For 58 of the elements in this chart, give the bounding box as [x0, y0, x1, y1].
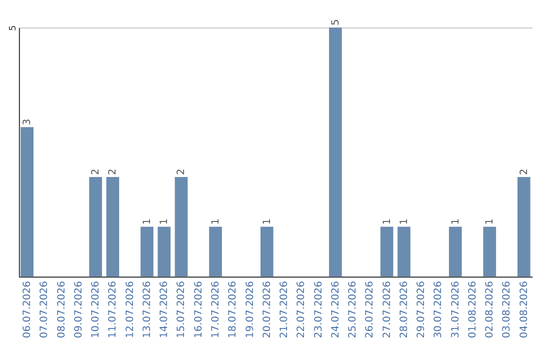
- bar: [158, 226, 171, 277]
- data-label: 2: [108, 168, 119, 175]
- x-tick-label: 10.07.2026: [90, 281, 102, 338]
- x-tick-label: 11.07.2026: [108, 281, 119, 338]
- data-label: 2: [90, 168, 102, 175]
- x-tick-label: 02.08.2026: [484, 281, 496, 338]
- data-label: 1: [484, 218, 496, 225]
- x-tick-label: 13.07.2026: [142, 281, 153, 338]
- bar: [174, 176, 188, 277]
- data-label: 3: [22, 118, 34, 126]
- x-tick-label: 16.07.2026: [193, 281, 204, 338]
- bar: [398, 226, 410, 277]
- data-label: 1: [398, 218, 410, 225]
- x-tick-label: 14.07.2026: [159, 281, 170, 338]
- data-label: 1: [210, 218, 222, 225]
- bar: [106, 176, 120, 277]
- x-tick-label: 21.07.2026: [279, 281, 290, 338]
- data-label: 1: [450, 218, 462, 225]
- bar: [380, 226, 394, 277]
- x-tick-label: 29.07.2026: [416, 281, 428, 338]
- x-tick-label: 09.07.2026: [73, 281, 84, 338]
- bar: [20, 127, 34, 277]
- data-label: 5: [330, 19, 342, 26]
- bar: [209, 226, 222, 277]
- x-tick-label: 06.07.2026: [22, 281, 34, 338]
- x-tick-label: 08.07.2026: [56, 281, 68, 338]
- x-tick-label: 26.07.2026: [364, 281, 376, 338]
- bar: [448, 226, 462, 277]
- x-tick-label: 20.07.2026: [262, 281, 273, 338]
- x-tick-label: 28.07.2026: [398, 281, 410, 338]
- data-label: 1: [262, 218, 273, 225]
- x-tick-label: 15.07.2026: [176, 281, 188, 338]
- x-tick-label: 27.07.2026: [382, 281, 393, 338]
- x-tick-label: 17.07.2026: [210, 281, 222, 338]
- data-label: 1: [382, 218, 393, 225]
- bar: [483, 226, 496, 277]
- x-tick-label: 07.07.2026: [39, 281, 50, 338]
- x-tick-label: 22.07.2026: [296, 281, 308, 338]
- x-tick-label: 19.07.2026: [244, 281, 256, 338]
- x-tick-label: 18.07.2026: [228, 281, 239, 338]
- bar: [89, 176, 102, 277]
- data-label: 2: [518, 168, 530, 175]
- bar: [517, 176, 530, 277]
- bar: [260, 226, 274, 277]
- data-label: 1: [142, 218, 153, 225]
- x-tick-label: 24.07.2026: [330, 281, 342, 338]
- data-label: 2: [176, 168, 188, 175]
- bar: [329, 28, 342, 277]
- data-label: 1: [159, 218, 170, 225]
- x-tick-label: 04.08.2026: [518, 281, 530, 338]
- x-tick-label: 01.08.2026: [467, 281, 478, 338]
- x-tick-label: 12.07.2026: [124, 281, 136, 338]
- x-tick-label: 23.07.2026: [313, 281, 324, 338]
- x-tick-label: 31.07.2026: [450, 281, 462, 338]
- x-tick-label: 03.08.2026: [502, 281, 513, 338]
- bar: [140, 226, 154, 277]
- x-tick-label: 30.07.2026: [433, 281, 444, 338]
- x-tick-label: 25.07.2026: [348, 281, 359, 338]
